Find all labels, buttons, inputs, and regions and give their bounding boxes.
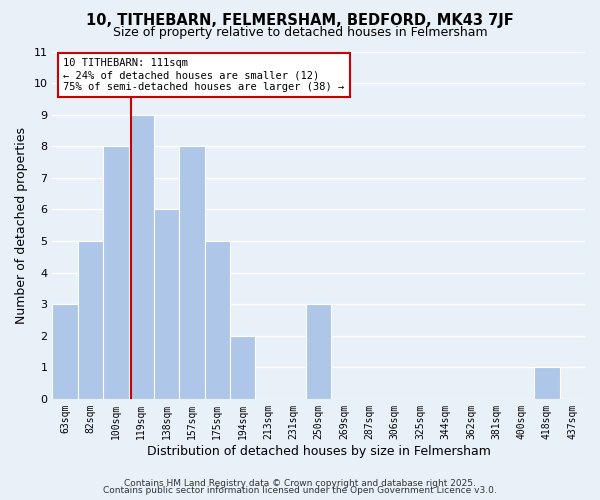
Text: Contains HM Land Registry data © Crown copyright and database right 2025.: Contains HM Land Registry data © Crown c… — [124, 478, 476, 488]
Bar — [534, 368, 560, 399]
Bar — [306, 304, 331, 399]
Bar — [103, 146, 128, 399]
Bar — [128, 114, 154, 399]
Text: Contains public sector information licensed under the Open Government Licence v3: Contains public sector information licen… — [103, 486, 497, 495]
Bar — [205, 241, 230, 399]
Text: 10, TITHEBARN, FELMERSHAM, BEDFORD, MK43 7JF: 10, TITHEBARN, FELMERSHAM, BEDFORD, MK43… — [86, 12, 514, 28]
Y-axis label: Number of detached properties: Number of detached properties — [15, 126, 28, 324]
Bar — [230, 336, 256, 399]
Bar — [52, 304, 78, 399]
Text: Size of property relative to detached houses in Felmersham: Size of property relative to detached ho… — [113, 26, 487, 39]
Bar — [154, 210, 179, 399]
X-axis label: Distribution of detached houses by size in Felmersham: Distribution of detached houses by size … — [147, 444, 491, 458]
Bar — [179, 146, 205, 399]
Text: 10 TITHEBARN: 111sqm
← 24% of detached houses are smaller (12)
75% of semi-detac: 10 TITHEBARN: 111sqm ← 24% of detached h… — [63, 58, 344, 92]
Bar — [78, 241, 103, 399]
